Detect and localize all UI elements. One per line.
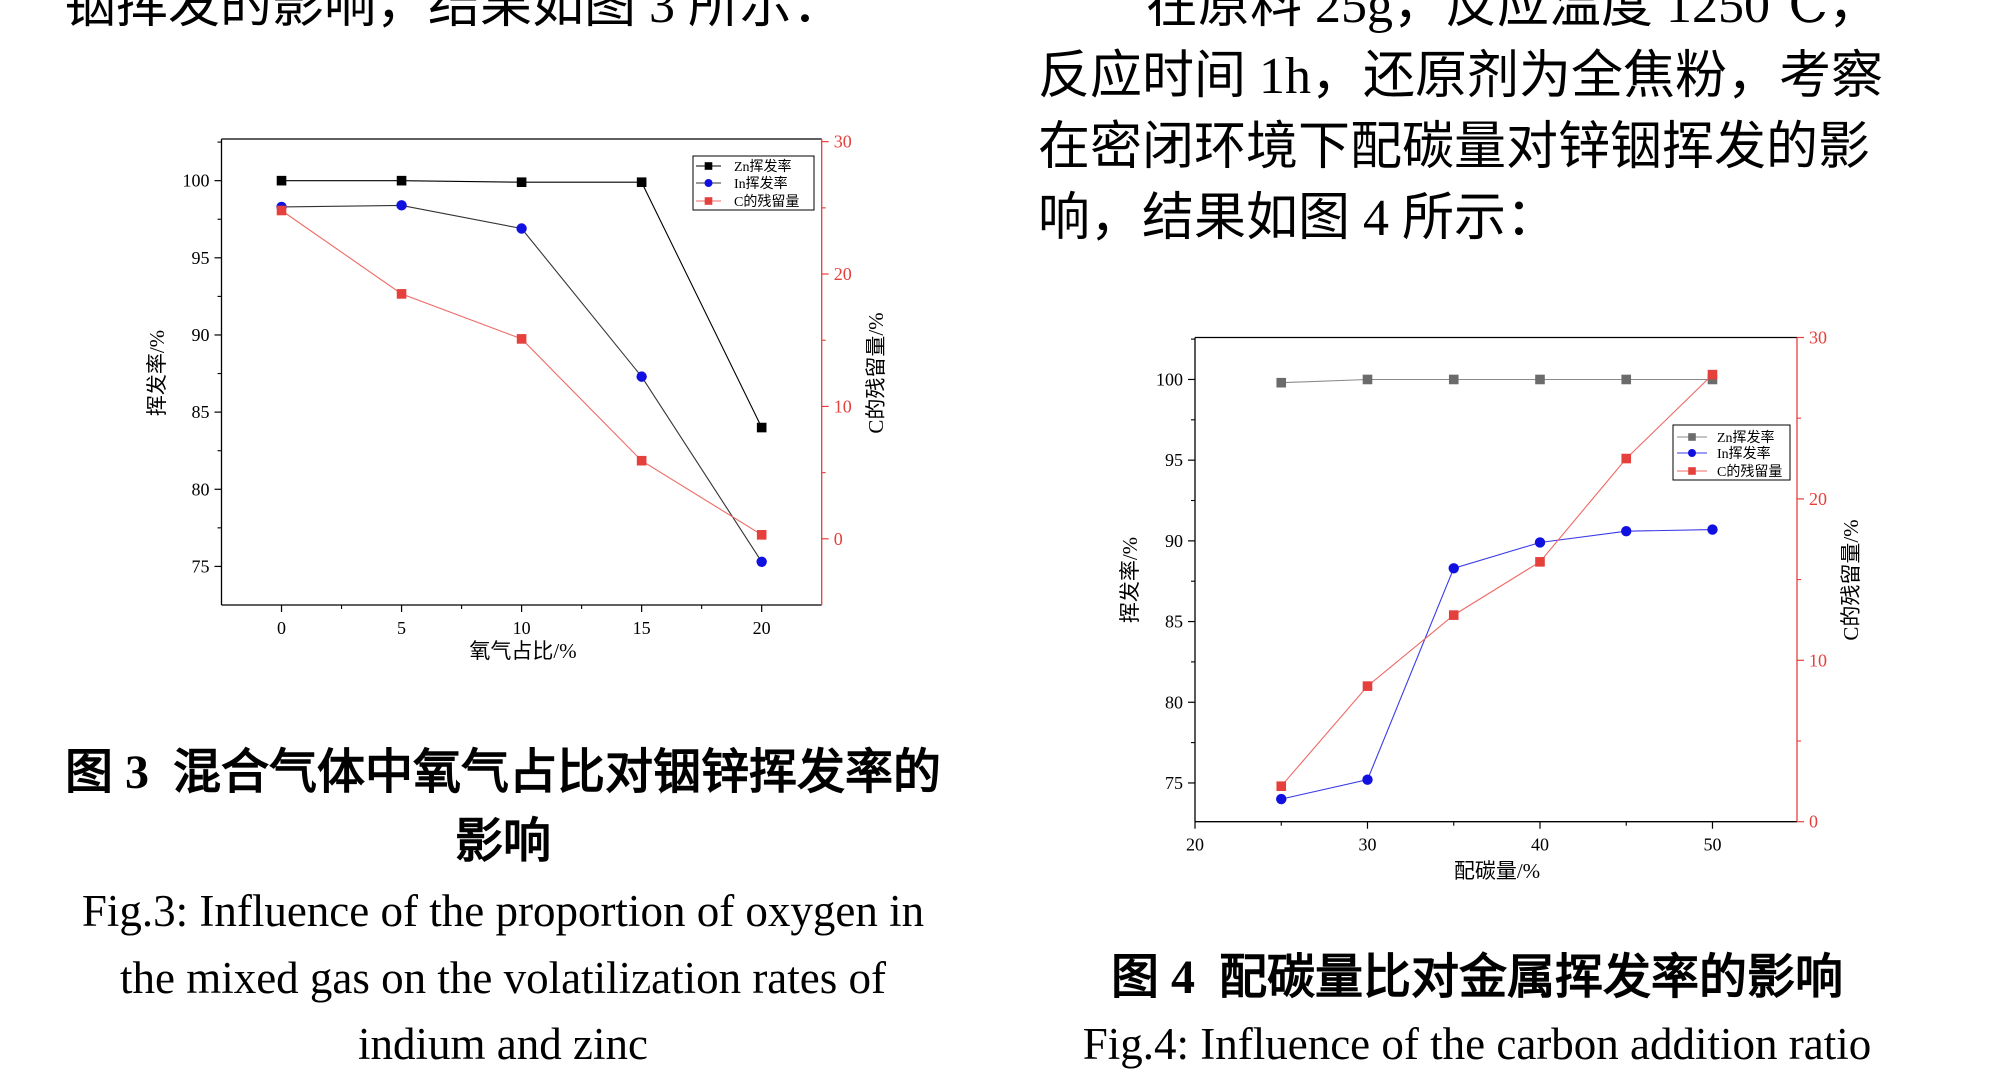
x-tick-label: 15 xyxy=(633,618,651,638)
paragraph-line: 在密闭环境下配碳量对锌铟挥发的影 xyxy=(1038,119,1871,176)
in-volatilization-point xyxy=(1362,774,1373,785)
legend-in-volatilization-label: In挥发率 xyxy=(734,175,788,192)
x-tick-label: 5 xyxy=(397,618,406,638)
legend-zn-volatilization-label: Zn挥发率 xyxy=(734,158,792,175)
y-axis-title: 挥发率/% xyxy=(145,330,169,416)
x-tick-label: 20 xyxy=(753,618,771,638)
legend-in-volatilization-label: In挥发率 xyxy=(1717,445,1771,462)
y-tick-label: 85 xyxy=(192,402,210,422)
figure-3-caption-en: indium and zinc xyxy=(358,1019,648,1069)
legend-zn-volatilization-marker xyxy=(1688,433,1696,441)
zn-volatilization-point xyxy=(396,175,407,186)
zn-volatilization-line xyxy=(1281,378,1713,384)
x-tick-label: 40 xyxy=(1531,835,1549,855)
x-tick-label: 50 xyxy=(1703,835,1721,855)
figure-4-chart: 20 30 40 50 75 80 85 90 95 100 0 10 20 30 配碳量/% 挥发率/% C的… xyxy=(1118,328,1863,884)
y-tick-label: 95 xyxy=(192,248,210,268)
in-volatilization-point xyxy=(516,223,527,234)
c-residue-point xyxy=(516,334,527,344)
x-axis-title: 配碳量/% xyxy=(1454,859,1540,883)
zn-volatilization-point xyxy=(756,422,767,433)
figure-4-caption-en: Fig.4: Influence of the carbon addition … xyxy=(1082,1019,1872,1069)
y-tick-label: 95 xyxy=(1165,450,1183,470)
c-residue-point xyxy=(1707,369,1718,380)
in-volatilization-point xyxy=(1448,563,1459,574)
y2-tick-label: 10 xyxy=(834,396,852,416)
x-tick-label: 30 xyxy=(1358,835,1376,855)
y-tick-label: 100 xyxy=(1156,369,1183,389)
y-tick-label: 90 xyxy=(192,325,210,345)
x-tick-label: 0 xyxy=(277,618,286,638)
c-residue-point xyxy=(1362,681,1373,691)
figure-3-chart: 0 5 10 15 20 75 80 85 90 95 100 0 10 20 30 氧气占比/% 挥发率/% C… xyxy=(145,132,888,663)
c-residue-line xyxy=(281,210,762,536)
paragraph-line: 响，结果如图 4 所示： xyxy=(1038,190,1559,247)
legend-c-residue-label: C的残留量 xyxy=(734,194,799,210)
figure-4-caption-cn: 图 4 配碳量比对金属挥发率的影响 xyxy=(1110,951,1843,1004)
y2-tick-label: 20 xyxy=(834,264,852,284)
legend-in-volatilization-marker xyxy=(1688,449,1696,457)
in-volatilization-line xyxy=(281,204,763,563)
legend-in-volatilization-marker xyxy=(704,179,713,187)
in-volatilization-line xyxy=(1281,529,1713,800)
zn-volatilization-point xyxy=(1362,374,1373,385)
c-residue-point xyxy=(276,205,287,216)
paragraph-line: 反应时间 1h，还原剂为全焦粉，考察 xyxy=(1038,48,1884,105)
y-tick-label: 85 xyxy=(1165,612,1183,632)
figure-3-caption-en: Fig.3: Influence of the proportion of ox… xyxy=(81,886,925,936)
y2-axis-title: C的残留量/% xyxy=(1839,519,1863,640)
legend-zn-volatilization-marker xyxy=(704,162,713,170)
x-tick-label: 20 xyxy=(1186,835,1204,855)
in-volatilization-point xyxy=(1276,793,1287,805)
y2-tick-label: 30 xyxy=(834,132,852,152)
zn-volatilization-point xyxy=(1448,374,1459,385)
in-volatilization-point xyxy=(756,556,767,567)
c-residue-point xyxy=(1621,453,1632,464)
in-volatilization-point xyxy=(1707,524,1718,535)
figure-3-caption-en: the mixed gas on the volatilization rate… xyxy=(119,953,887,1003)
legend-c-residue-label: C的残留量 xyxy=(1717,464,1782,480)
c-residue-point xyxy=(396,289,407,299)
c-residue-line xyxy=(1280,374,1713,787)
zn-volatilization-point xyxy=(1621,374,1632,385)
legend-c-residue-marker xyxy=(1688,467,1696,475)
y-tick-label: 75 xyxy=(1165,773,1183,793)
x-tick-label: 10 xyxy=(513,618,531,638)
y-tick-label: 90 xyxy=(1165,531,1183,551)
figure-3-caption-cn: 影响 xyxy=(454,815,551,868)
in-volatilization-point xyxy=(1534,537,1546,548)
c-residue-point xyxy=(756,530,767,540)
c-residue-point xyxy=(1535,557,1545,567)
y2-tick-label: 20 xyxy=(1809,489,1827,509)
c-residue-point xyxy=(636,455,647,466)
zn-volatilization-point xyxy=(636,177,647,188)
y2-tick-label: 0 xyxy=(834,529,843,549)
in-volatilization-point xyxy=(636,371,647,382)
legend-c-residue-marker xyxy=(704,197,713,205)
figure-3-caption-cn: 图 3 混合气体中氧气占比对铟锌挥发率的 xyxy=(64,746,941,799)
zn-volatilization-point xyxy=(1707,374,1718,385)
y2-tick-label: 0 xyxy=(1809,812,1818,832)
y2-tick-label: 30 xyxy=(1809,328,1827,348)
zn-volatilization-point xyxy=(516,177,527,188)
c-residue-point xyxy=(1448,610,1459,620)
legend-zn-volatilization-label: Zn挥发率 xyxy=(1717,429,1775,446)
y-tick-label: 100 xyxy=(183,171,210,191)
x-axis-title: 氧气占比/% xyxy=(469,639,576,663)
zn-volatilization-point xyxy=(276,175,287,186)
zn-volatilization-point xyxy=(1535,374,1545,385)
y2-tick-label: 10 xyxy=(1809,650,1827,670)
paragraph-line: 在原料 25g，反应温度 1250℃， xyxy=(1146,0,1881,34)
y-tick-label: 80 xyxy=(192,479,210,499)
paragraph-line-left: 铟挥发的影响，结果如图 3 所示： xyxy=(64,0,845,34)
in-volatilization-point xyxy=(1621,525,1632,537)
zn-volatilization-line xyxy=(281,180,763,428)
in-volatilization-point xyxy=(396,200,407,211)
y2-axis-title: C的残留量/% xyxy=(864,312,888,433)
y-tick-label: 75 xyxy=(192,556,210,576)
y-tick-label: 80 xyxy=(1165,692,1183,712)
c-residue-point xyxy=(1276,781,1287,791)
zn-volatilization-point xyxy=(1276,377,1287,388)
y-axis-title: 挥发率/% xyxy=(1118,537,1142,623)
